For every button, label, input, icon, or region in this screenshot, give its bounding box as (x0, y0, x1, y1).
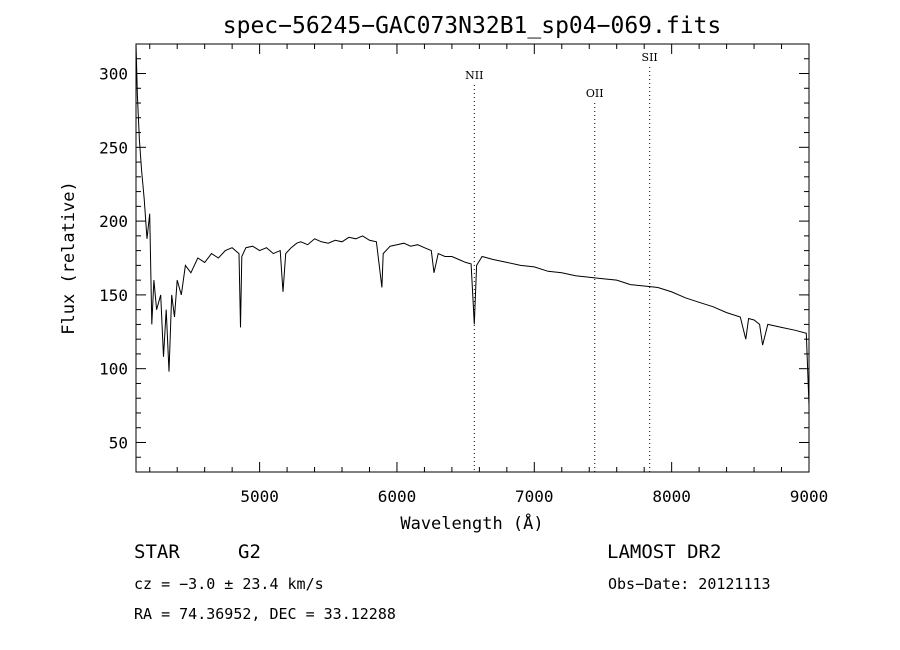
x-axis-label: Wavelength (Å) (400, 512, 543, 534)
annotation-label: SII (642, 51, 658, 64)
x-tick-label: 8000 (652, 487, 691, 506)
observation-date: Obs−Date: 20121113 (608, 575, 771, 593)
object-type: STAR (134, 541, 180, 563)
annotation-label: NII (465, 69, 483, 82)
object-subclass: G2 (238, 541, 261, 563)
ra-dec-coordinates: RA = 74.36952, DEC = 33.12288 (134, 605, 396, 623)
survey-name: LAMOST DR2 (607, 541, 721, 563)
line-annotations: NII OII SII (465, 51, 658, 472)
x-axis-ticks: 5000 6000 7000 8000 9000 (149, 44, 829, 506)
y-tick-label: 100 (99, 360, 128, 379)
y-tick-label: 150 (99, 286, 128, 305)
x-tick-label: 7000 (515, 487, 554, 506)
y-axis-ticks: 50 100 150 200 250 300 (99, 43, 809, 473)
spectrum-line (135, 43, 810, 406)
x-tick-label: 5000 (240, 487, 279, 506)
redshift-cz: cz = −3.0 ± 23.4 km/s (134, 575, 324, 593)
y-axis-label: Flux (relative) (59, 181, 79, 335)
y-tick-label: 250 (99, 138, 128, 157)
plot-frame (135, 43, 810, 473)
y-tick-label: 300 (99, 65, 128, 84)
chart-title: spec−56245−GAC073N32B1_sp04−069.fits (223, 13, 722, 39)
x-tick-label: 6000 (378, 487, 417, 506)
x-tick-label: 9000 (790, 487, 829, 506)
y-tick-label: 200 (99, 212, 128, 231)
annotation-label: OII (586, 87, 604, 100)
y-tick-label: 50 (109, 433, 128, 452)
